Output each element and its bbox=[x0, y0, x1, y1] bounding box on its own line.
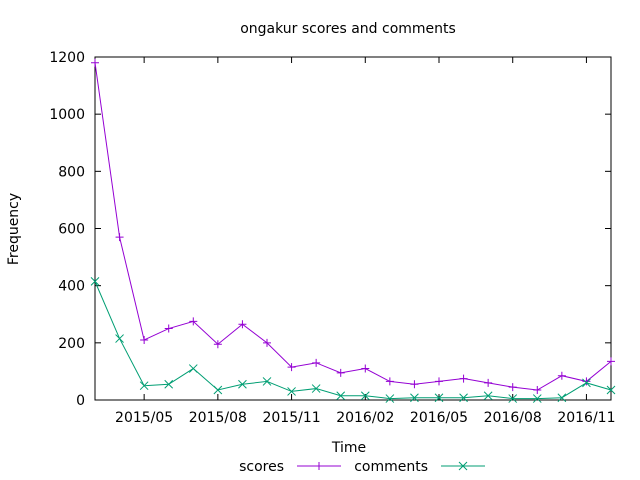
scores-point bbox=[410, 380, 419, 389]
legend-marker-scores bbox=[315, 462, 323, 470]
y-tick-label: 200 bbox=[58, 336, 85, 352]
comments-point bbox=[90, 277, 100, 286]
scores-point bbox=[91, 58, 99, 67]
y-tick-label: 1000 bbox=[49, 107, 85, 123]
scores-point bbox=[459, 374, 468, 383]
y-tick-label: 600 bbox=[58, 222, 85, 238]
x-tick-label: 2015/11 bbox=[262, 410, 320, 426]
scores-point bbox=[557, 371, 566, 380]
axes: 0 200 400 600 800 1000 1200 2015/05 2015/08 2015/… bbox=[49, 50, 615, 426]
x-tick-label: 2016/11 bbox=[557, 410, 615, 426]
scores-point bbox=[336, 368, 345, 377]
scores-point bbox=[607, 357, 615, 366]
scores-point bbox=[508, 383, 517, 392]
legend-marker-comments bbox=[458, 461, 468, 471]
scores-point bbox=[582, 377, 591, 386]
x-axis-label: Time bbox=[331, 440, 366, 456]
scores-point bbox=[263, 338, 271, 347]
comments-point bbox=[483, 391, 493, 401]
scores-point bbox=[361, 364, 370, 373]
comments-point bbox=[606, 385, 616, 395]
comments-point bbox=[287, 387, 296, 396]
comments-point bbox=[410, 393, 419, 403]
comments-point bbox=[238, 379, 247, 389]
comments-point bbox=[164, 379, 174, 389]
comments-point bbox=[262, 377, 272, 386]
y-axis-label: Frequency bbox=[6, 193, 22, 265]
legend-label-scores: scores bbox=[239, 459, 284, 475]
comments-point bbox=[385, 394, 395, 403]
y-tick-label: 400 bbox=[58, 279, 85, 295]
series-scores bbox=[91, 58, 615, 394]
legend: scores comments bbox=[239, 459, 485, 475]
x-tick-label: 2016/02 bbox=[336, 410, 394, 426]
scores-point bbox=[533, 385, 542, 394]
scores-point bbox=[385, 377, 394, 386]
y-tick-label: 0 bbox=[76, 393, 85, 409]
y-tick-label: 800 bbox=[58, 164, 85, 180]
scores-point bbox=[435, 377, 443, 386]
chart-title: ongakur scores and comments bbox=[240, 21, 456, 37]
series-comments bbox=[90, 277, 616, 403]
comments-point bbox=[311, 384, 321, 393]
comments-line bbox=[94, 281, 612, 400]
x-tick-label: 2016/05 bbox=[410, 410, 468, 426]
comments-point bbox=[434, 393, 444, 403]
comments-point bbox=[115, 334, 124, 343]
plot-frame bbox=[94, 56, 612, 401]
y-tick-label: 1200 bbox=[49, 50, 85, 66]
scores-point bbox=[312, 358, 321, 367]
scores-point bbox=[213, 340, 222, 349]
comments-point bbox=[213, 385, 223, 395]
comments-point bbox=[459, 393, 468, 403]
scores-point bbox=[115, 233, 124, 242]
comments-point bbox=[188, 364, 198, 373]
x-tick-label: 2015/05 bbox=[115, 410, 173, 426]
comments-point bbox=[532, 394, 542, 403]
comments-point bbox=[139, 381, 149, 391]
scores-line bbox=[94, 62, 612, 391]
comments-point bbox=[508, 394, 518, 403]
x-tick-label: 2015/08 bbox=[189, 410, 247, 426]
series-layer bbox=[90, 58, 616, 403]
scores-point bbox=[484, 378, 493, 387]
legend-label-comments: comments bbox=[354, 459, 428, 475]
scores-point bbox=[189, 317, 198, 326]
comments-point bbox=[360, 391, 370, 401]
scores-point bbox=[238, 320, 247, 329]
scores-point bbox=[140, 335, 149, 344]
comments-point bbox=[582, 378, 591, 388]
comments-point bbox=[557, 393, 567, 403]
x-tick-label: 2016/08 bbox=[484, 410, 542, 426]
comments-point bbox=[336, 391, 346, 401]
scores-point bbox=[287, 363, 296, 372]
scores-point bbox=[164, 324, 173, 333]
